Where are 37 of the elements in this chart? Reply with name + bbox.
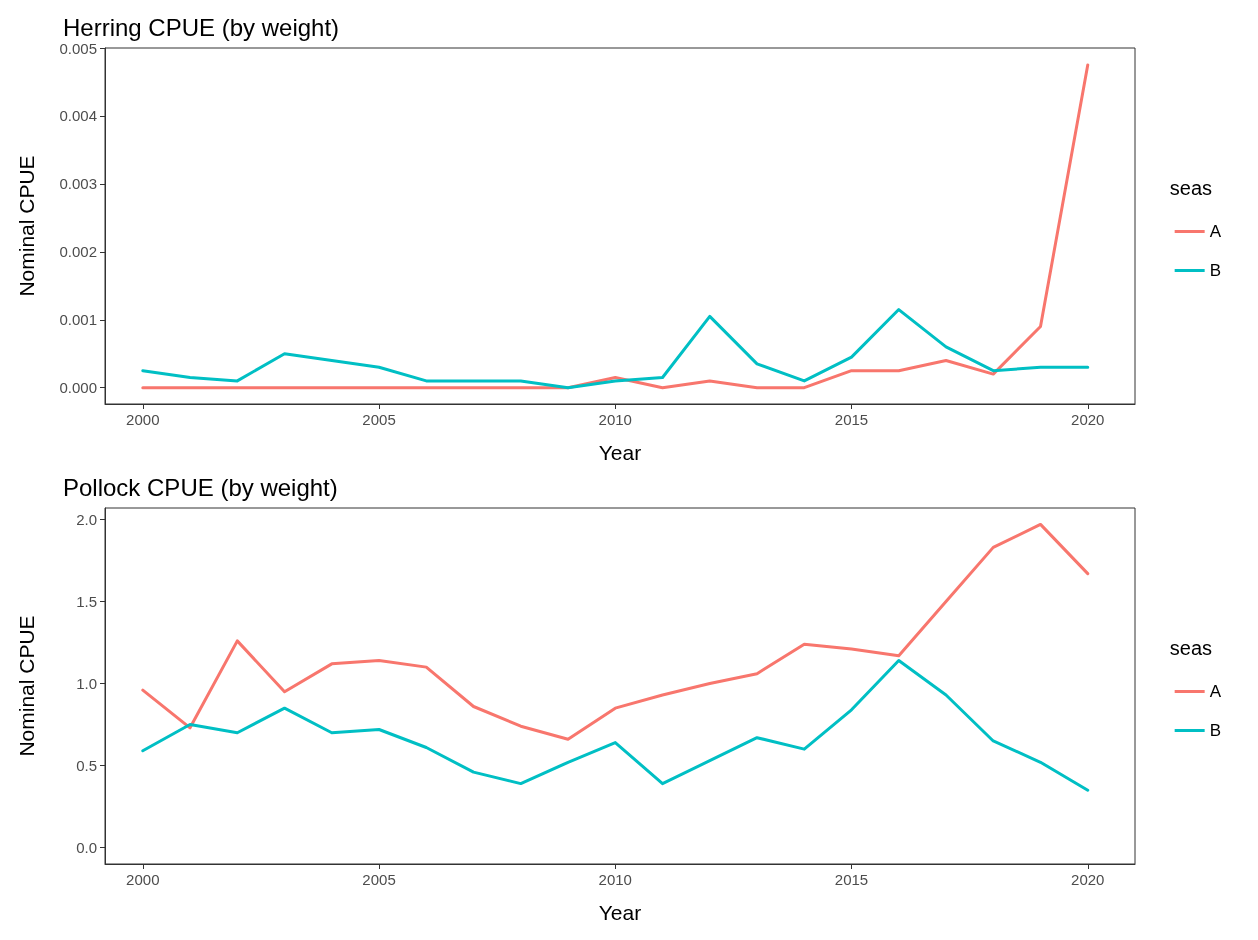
x-axis-title: Year	[598, 901, 642, 924]
y-tick-label: 1.5	[76, 593, 97, 611]
x-tick-label: 2010	[598, 411, 632, 428]
line-series	[141, 308, 1090, 390]
legend-label: B	[1209, 261, 1221, 280]
x-tick-label: 2000	[126, 411, 160, 428]
x-axis-title: Year	[598, 441, 642, 464]
y-tick-label: 0.003	[59, 175, 97, 193]
legend-label: B	[1209, 721, 1221, 740]
x-tick-label: 2020	[1071, 411, 1105, 428]
x-tick-label: 2000	[126, 871, 160, 888]
legend-label: A	[1209, 682, 1222, 701]
y-axis-title: Nominal CPUE	[15, 615, 38, 757]
y-tick-label: 0.000	[59, 379, 97, 397]
chart-title: Herring CPUE (by weight)	[63, 13, 340, 41]
chart-title: Pollock CPUE (by weight)	[63, 473, 338, 501]
line-series	[141, 522, 1090, 741]
legend-title: seas	[1169, 637, 1212, 659]
y-tick-label: 1.0	[76, 675, 97, 693]
y-tick-label: 2.0	[76, 510, 97, 528]
line-series	[141, 659, 1090, 792]
line-series	[141, 63, 1090, 390]
y-tick-label: 0.001	[59, 311, 97, 329]
legend-label: A	[1209, 222, 1222, 241]
y-tick-label: 0.5	[76, 757, 97, 775]
y-tick-label: 0.002	[59, 243, 97, 261]
x-tick-label: 2005	[362, 871, 396, 888]
legend-title: seas	[1169, 177, 1212, 199]
y-axis-title: Nominal CPUE	[15, 155, 38, 297]
y-tick-label: 0.004	[59, 107, 97, 125]
y-tick-label: 0.0	[76, 839, 97, 857]
y-tick-label: 0.005	[59, 39, 97, 57]
x-tick-label: 2010	[598, 871, 632, 888]
x-tick-label: 2015	[834, 871, 869, 888]
x-tick-label: 2015	[834, 411, 869, 428]
x-tick-label: 2020	[1071, 871, 1105, 888]
x-tick-label: 2005	[362, 411, 396, 428]
